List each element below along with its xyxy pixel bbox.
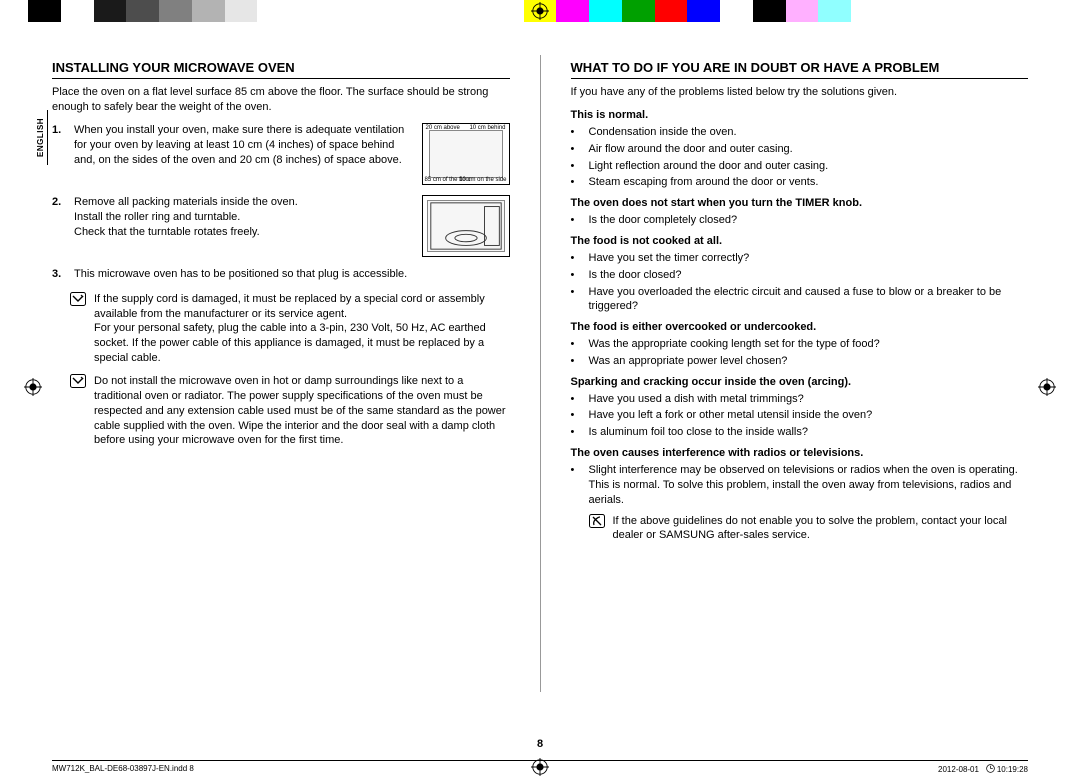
trouble-heading: The oven causes interference with radios… xyxy=(571,446,1029,461)
install-steps: 1.When you install your oven, make sure … xyxy=(52,123,510,282)
column-divider xyxy=(540,55,541,692)
install-step: 3. This microwave oven has to be position… xyxy=(52,267,510,282)
install-step: 1.When you install your oven, make sure … xyxy=(52,123,510,185)
trouble-list: Have you used a dish with metal trimming… xyxy=(571,392,1029,441)
trouble-item: Is the door closed? xyxy=(571,268,1029,283)
note-text: If the supply cord is damaged, it must b… xyxy=(94,292,510,366)
trouble-item: Have you set the timer correctly? xyxy=(571,251,1029,266)
page-body: INSTALLING YOUR MICROWAVE OVEN Place the… xyxy=(52,60,1028,732)
trouble-list: Condensation inside the oven. Air flow ar… xyxy=(571,125,1029,190)
step-figure: 20 cm above10 cm behind85 cm of the floo… xyxy=(422,123,510,185)
step-figure xyxy=(422,195,510,257)
left-heading: INSTALLING YOUR MICROWAVE OVEN xyxy=(52,60,510,79)
note-icon xyxy=(589,514,605,528)
trouble-list: Have you set the timer correctly? Is the … xyxy=(571,251,1029,314)
registration-mark-left xyxy=(24,378,42,396)
trouble-item: Was an appropriate power level chosen? xyxy=(571,354,1029,369)
right-intro: If you have any of the problems listed b… xyxy=(571,85,1029,100)
trouble-item: Steam escaping from around the door or v… xyxy=(571,175,1029,190)
trouble-item: Air flow around the door and outer casin… xyxy=(571,142,1029,157)
trouble-item: Is the door completely closed? xyxy=(571,213,1029,228)
footer: MW712K_BAL-DE68-03897J-EN.indd 8 2012-08… xyxy=(52,760,1028,774)
trouble-item: Is aluminum foil too close to the inside… xyxy=(571,425,1029,440)
trouble-item: Have you used a dish with metal trimming… xyxy=(571,392,1029,407)
footer-filename: MW712K_BAL-DE68-03897J-EN.indd 8 xyxy=(52,764,194,774)
language-tab: ENGLISH xyxy=(36,110,48,165)
trouble-item: Have you overloaded the electric circuit… xyxy=(571,285,1029,315)
step-text: When you install your oven, make sure th… xyxy=(74,123,408,185)
trouble-heading: Sparking and cracking occur inside the o… xyxy=(571,375,1029,390)
right-column: WHAT TO DO IF YOU ARE IN DOUBT OR HAVE A… xyxy=(571,60,1029,732)
trouble-heading: The food is either overcooked or underco… xyxy=(571,320,1029,335)
note-text: Do not install the microwave oven in hot… xyxy=(94,374,510,448)
info-note: If the supply cord is damaged, it must b… xyxy=(70,292,510,366)
info-note: Do not install the microwave oven in hot… xyxy=(70,374,510,448)
left-column: INSTALLING YOUR MICROWAVE OVEN Place the… xyxy=(52,60,510,732)
step-text: Remove all packing materials inside the … xyxy=(74,195,408,257)
step-text: This microwave oven has to be positioned… xyxy=(74,267,510,282)
trouble-heading: The food is not cooked at all. xyxy=(571,234,1029,249)
trouble-item: Was the appropriate cooking length set f… xyxy=(571,337,1029,352)
trouble-heading: The oven does not start when you turn th… xyxy=(571,196,1029,211)
contact-note: If the above guidelines do not enable yo… xyxy=(589,514,1029,544)
trouble-list: Slight interference may be observed on t… xyxy=(571,463,1029,508)
registration-mark-right xyxy=(1038,378,1056,396)
left-intro: Place the oven on a flat level surface 8… xyxy=(52,85,510,115)
note-icon xyxy=(70,292,86,306)
trouble-item: Slight interference may be observed on t… xyxy=(571,463,1029,508)
trouble-item: Condensation inside the oven. xyxy=(571,125,1029,140)
registration-mark-top xyxy=(531,2,549,20)
step-number: 1. xyxy=(52,123,66,185)
right-heading: WHAT TO DO IF YOU ARE IN DOUBT OR HAVE A… xyxy=(571,60,1029,79)
trouble-list: Is the door completely closed? xyxy=(571,213,1029,228)
contact-note-text: If the above guidelines do not enable yo… xyxy=(613,514,1029,544)
footer-timestamp: 2012-08-01 10:19:28 xyxy=(938,764,1028,774)
page-number: 8 xyxy=(0,738,1080,750)
step-number: 2. xyxy=(52,195,66,257)
note-icon xyxy=(70,374,86,388)
trouble-item: Have you left a fork or other metal uten… xyxy=(571,408,1029,423)
trouble-item: Light reflection around the door and out… xyxy=(571,159,1029,174)
step-number: 3. xyxy=(52,267,66,282)
trouble-heading: This is normal. xyxy=(571,108,1029,123)
install-step: 2.Remove all packing materials inside th… xyxy=(52,195,510,257)
trouble-list: Was the appropriate cooking length set f… xyxy=(571,337,1029,369)
